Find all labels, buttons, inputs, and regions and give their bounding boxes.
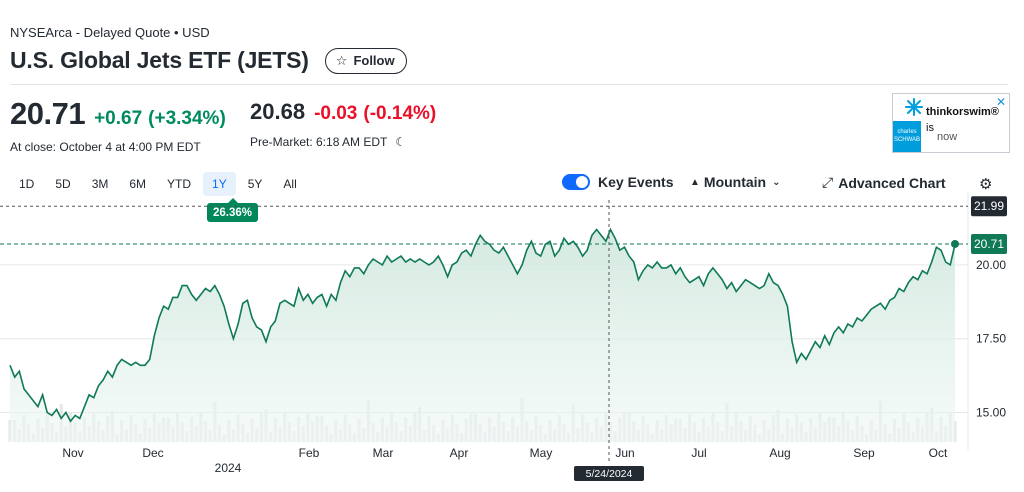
y-tick-label: 15.00 (976, 405, 1006, 419)
tab-5y[interactable]: 5Y (247, 177, 263, 191)
last-price-dot (951, 239, 959, 248)
last-price-label: 20.71 (974, 237, 1004, 251)
tab-all[interactable]: All (283, 177, 297, 191)
tab-5d[interactable]: 5D (55, 177, 71, 191)
year-label: 2024 (215, 461, 242, 475)
follow-label: Follow (353, 53, 395, 68)
x-tick-label: Mar (373, 446, 394, 460)
x-axis: Nov Dec Feb Mar Apr May Jun Jul Aug Sep Oct 2024 (62, 446, 948, 475)
premarket-change-pct: (-0.14%) (363, 103, 437, 124)
tab-3m[interactable]: 3M (91, 177, 109, 191)
last-price-tag (971, 233, 1007, 254)
moon-icon: ☾ (395, 135, 407, 149)
x-tick-label: Apr (450, 446, 469, 460)
y-tick-label: 17.50 (976, 332, 1006, 346)
premarket-quote: 20.68 -0.03 (-0.14%) Pre-Market: 6:18 AM… (250, 99, 436, 149)
x-tick-label: Dec (142, 446, 163, 460)
follow-button[interactable]: ☆ Follow (324, 47, 407, 74)
y-tick-label: 20.00 (976, 258, 1006, 272)
chevron-down-icon: ⌄ (772, 176, 781, 188)
ad-banner[interactable]: ✕ thinkorswim® charles SCHWAB is now (892, 93, 1010, 153)
premarket-price: 20.68 (250, 99, 306, 124)
x-tick-label: Oct (929, 446, 948, 460)
star-icon: ☆ (335, 52, 348, 68)
exchange-info: NYSEArca - Delayed Quote • USD (10, 25, 210, 40)
previous-close-tag (971, 196, 1007, 217)
close-icon[interactable]: ✕ (995, 95, 1006, 109)
x-tick-label: Jul (691, 446, 706, 460)
chart-type-dropdown[interactable]: ▲ Mountain ⌄ (690, 174, 781, 190)
crosshair-date-label: 5/24/2024 (586, 468, 633, 480)
previous-close-label: 21.99 (974, 199, 1004, 213)
close-price: 20.71 (10, 96, 86, 131)
close-quote: 20.71 +0.67 (+3.34%) At close: October 4… (10, 96, 226, 154)
x-tick-label: Feb (299, 446, 320, 460)
gear-icon[interactable]: ⚙ (979, 176, 993, 193)
ad-text-line2: now (937, 131, 958, 143)
ad-sponsor-logo: charles SCHWAB (893, 121, 921, 152)
crosshair-date-tag (574, 466, 644, 481)
x-tick-label: Jun (615, 446, 634, 460)
tab-1d[interactable]: 1D (19, 177, 35, 191)
chart-type-label: Mountain (703, 174, 767, 190)
close-time: At close: October 4 at 4:00 PM EDT (10, 140, 201, 154)
advanced-chart-label: Advanced Chart (838, 174, 946, 191)
price-line (9, 227, 956, 423)
mountain-icon: ▲ (690, 176, 700, 188)
range-tabs: 1D 5D 3M 6M YTD 1Y 5Y All (10, 172, 306, 196)
close-change: +0.67 (94, 108, 143, 129)
thinkorswim-logo-icon (905, 98, 923, 116)
tab-6m[interactable]: 6M (129, 177, 147, 191)
key-events-toggle[interactable]: Key Events (562, 174, 673, 190)
premarket-time: Pre-Market: 6:18 AM EDT (250, 135, 388, 149)
key-events-label: Key Events (598, 174, 674, 190)
period-change-badge: 26.36% (207, 198, 258, 222)
expand-icon: ⤢ (822, 174, 834, 190)
x-tick-label: Nov (62, 446, 83, 460)
x-tick-label: Sep (853, 446, 875, 460)
page-title: U.S. Global Jets ETF (JETS) (10, 47, 309, 73)
x-tick-label: Aug (769, 446, 790, 460)
y-axis: 20.00 17.50 15.00 (976, 258, 1006, 420)
price-area (10, 229, 955, 442)
tab-ytd[interactable]: YTD (167, 177, 192, 191)
ad-text-line1: is (926, 122, 934, 134)
header-divider (10, 84, 1008, 85)
toggle-switch[interactable] (562, 174, 590, 190)
tab-1y[interactable]: 1Y (203, 172, 236, 196)
close-change-pct: (+3.34%) (148, 108, 226, 129)
advanced-chart-button[interactable]: ⤢ Advanced Chart (822, 174, 946, 191)
ad-brand: thinkorswim® (926, 106, 999, 118)
price-chart[interactable]: 20.00 17.50 15.00 Nov Dec Feb Mar Apr May Jun Jul… (0, 192, 1024, 492)
title-row: U.S. Global Jets ETF (JETS) ☆ Follow (10, 47, 407, 74)
x-tick-label: May (530, 446, 553, 460)
premarket-change: -0.03 (314, 103, 358, 124)
